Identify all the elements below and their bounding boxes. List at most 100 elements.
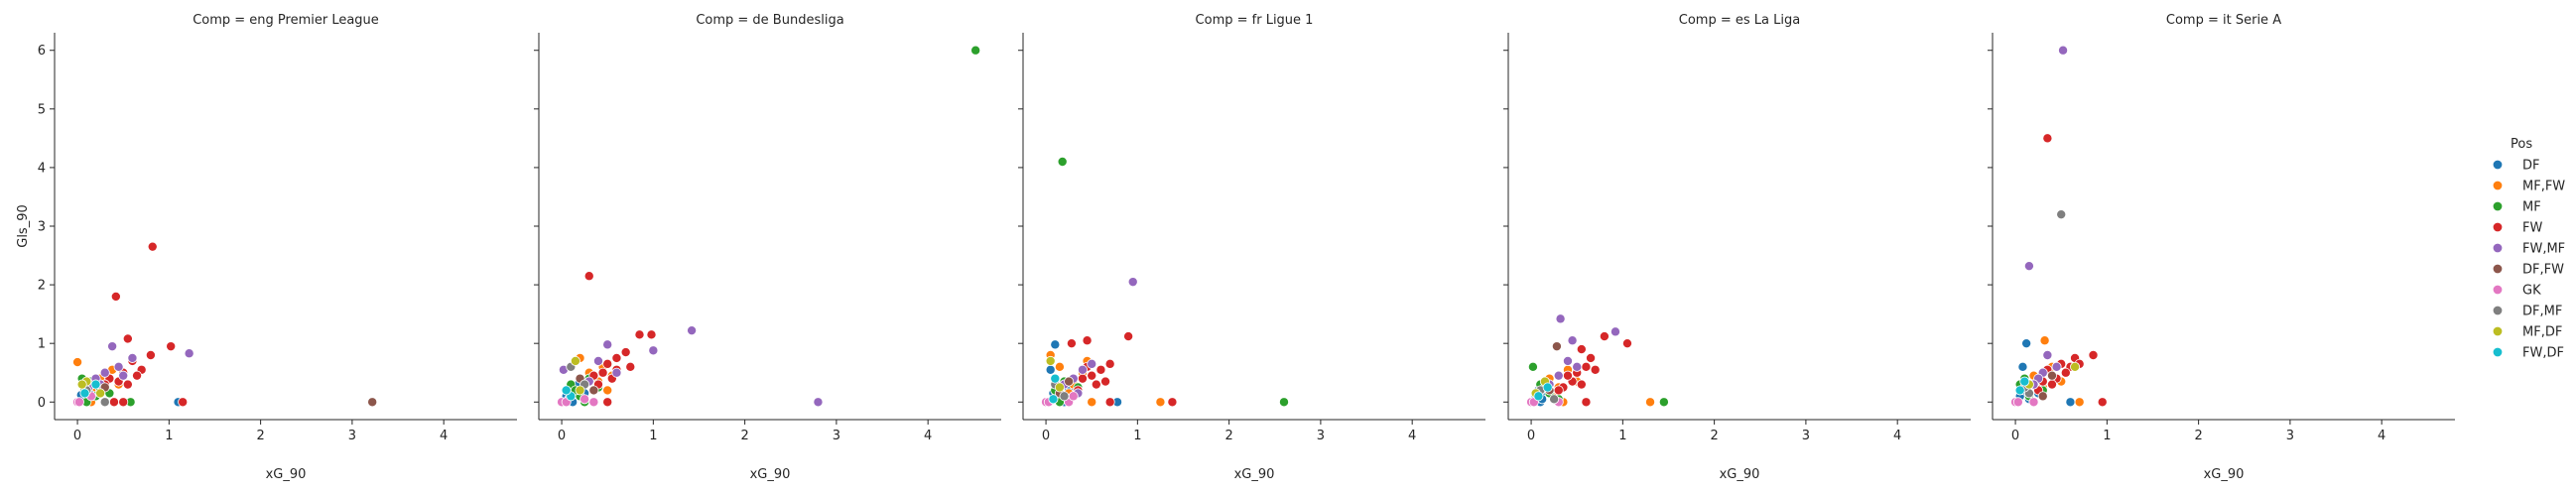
scatter-point (602, 358, 613, 369)
scatter-point (1621, 338, 1632, 349)
scatter-point (1050, 373, 1061, 384)
scatter-point (2039, 335, 2050, 346)
legend-label: DF,MF (2522, 305, 2562, 319)
scatter-point (1599, 331, 1610, 342)
scatter-point (1576, 379, 1587, 390)
scatter-point (648, 345, 659, 356)
x-tick-label: 3 (833, 429, 840, 443)
panel-title: Comp = it Serie A (2166, 13, 2281, 28)
y-axis-label: Gls_90 (16, 204, 31, 248)
scatter-point (1066, 338, 1077, 349)
scatter-point (602, 385, 613, 396)
scatter-point (2088, 349, 2099, 360)
legend-marker (2492, 284, 2504, 296)
scatter-point (2042, 133, 2053, 144)
scatter-point (1045, 355, 1056, 366)
scatter-point (588, 397, 599, 408)
scatter-point (1050, 339, 1061, 350)
scatter-points (557, 45, 981, 408)
scatter-point (1087, 370, 1097, 381)
x-tick-label: 4 (1408, 429, 1416, 443)
legend-marker (2492, 159, 2504, 171)
scatter-point (166, 341, 177, 352)
scatter-point (580, 394, 590, 405)
scatter-point (1645, 397, 1656, 408)
scatter-point (646, 329, 657, 340)
scatter-point (90, 379, 101, 390)
legend-label: DF,FW (2522, 263, 2564, 278)
legend-marker (2492, 242, 2504, 254)
scatter-point (99, 397, 110, 408)
scatter-point (178, 397, 189, 408)
y-tick-label: 2 (38, 279, 46, 294)
y-tick-label: 6 (38, 44, 46, 59)
facet-panel-4: Comp = es La Liga 0 1 2 3 4 xG_90 (1503, 13, 1971, 482)
x-tick-label: 0 (73, 429, 81, 443)
scatter-point (2097, 397, 2108, 408)
legend-marker (2492, 305, 2504, 316)
scatter-point (1586, 352, 1597, 363)
y-tick-label: 1 (38, 337, 46, 352)
scatter-point (602, 397, 613, 408)
x-tick-label: 2 (1710, 429, 1718, 443)
scatter-point (95, 388, 106, 399)
scatter-point (625, 361, 636, 372)
legend-label: DF (2522, 159, 2540, 174)
scatter-point (1048, 394, 1059, 405)
legend-label: GK (2522, 284, 2541, 299)
scatter-point (73, 397, 84, 408)
x-tick-label: 2 (2194, 429, 2202, 443)
x-tick-label: 2 (256, 429, 264, 443)
legend-marker (2492, 200, 2504, 212)
scatter-point (99, 367, 110, 378)
scatter-point (1064, 376, 1075, 387)
scatter-point (108, 397, 119, 408)
scatter-point (611, 367, 622, 378)
scatter-point (1087, 397, 1097, 408)
scatter-point (2028, 397, 2039, 408)
scatter-points (1041, 156, 1289, 408)
y-tick-label: 4 (38, 161, 46, 176)
scatter-point (1553, 385, 1564, 396)
scatter-point (611, 352, 622, 363)
x-tick-label: 3 (2286, 429, 2294, 443)
scatter-point (2046, 370, 2057, 381)
legend-marker (2492, 221, 2504, 233)
scatter-point (2060, 367, 2071, 378)
scatter-point (2019, 376, 2030, 387)
legend-marker (2492, 325, 2504, 337)
scatter-point (687, 325, 698, 336)
scatter-point (1551, 341, 1562, 352)
scatter-point (2070, 361, 2081, 372)
scatter-point (2023, 261, 2034, 272)
x-tick-label: 4 (2378, 429, 2385, 443)
scatter-point (118, 370, 129, 381)
x-axis-label: xG_90 (2204, 467, 2245, 482)
scatter-point (2021, 338, 2032, 349)
legend-label: FW (2522, 221, 2542, 236)
scatter-point (1542, 382, 1553, 393)
scatter-point (1123, 331, 1134, 342)
x-tick-label: 4 (440, 429, 448, 443)
scatter-point (583, 271, 594, 282)
x-tick-label: 4 (1893, 429, 1901, 443)
scatter-point (1167, 397, 1178, 408)
scatter-point (147, 241, 158, 252)
scatter-points (1526, 313, 1669, 408)
legend-marker (2492, 180, 2504, 191)
scatter-point (2037, 391, 2048, 402)
scatter-point (1054, 382, 1065, 393)
scatter-point (1045, 364, 1056, 375)
scatter-point (76, 379, 87, 390)
x-tick-label: 3 (1802, 429, 1810, 443)
facet-panel-5: Comp = it Serie A 0 1 2 3 4 xG_90 (1988, 13, 2455, 482)
scatter-point (2017, 361, 2028, 372)
facet-panel-1: Comp = eng Premier League 0 1 2 3 4 5 6 0 1 2 3 4 xG_… (16, 13, 517, 482)
facet-panel-3: Comp = fr Ligue 1 0 1 2 3 4 xG_90 (1018, 13, 1485, 482)
scatter-points (72, 241, 378, 408)
panel-title: Comp = es La Liga (1679, 13, 1800, 28)
legend-label: MF,DF (2522, 325, 2562, 340)
scatter-point (1155, 397, 1166, 408)
x-axis-label: xG_90 (266, 467, 307, 482)
